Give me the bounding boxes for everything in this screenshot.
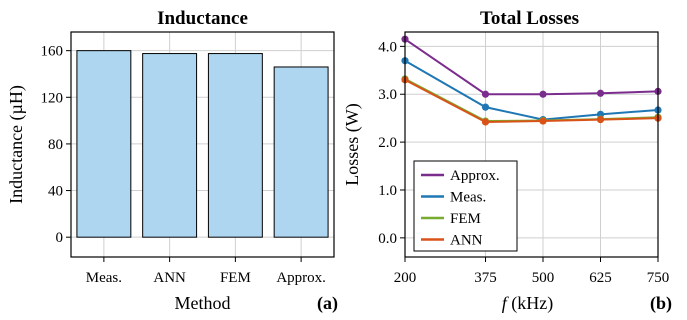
losses-series — [401, 35, 662, 126]
losses-y-tick-label: 2.0 — [378, 135, 397, 151]
inductance-y-tick-label: 120 — [41, 90, 64, 106]
inductance-bar — [142, 53, 198, 238]
losses-legend-label: ANN — [450, 233, 483, 249]
losses-y-tick-label: 0.0 — [378, 231, 397, 247]
panel-label-a: (a) — [317, 293, 338, 314]
inductance-x-tick-label: ANN — [153, 270, 186, 286]
losses-point-approx — [481, 90, 490, 98]
losses-point-ann — [596, 116, 605, 124]
inductance-y-tick-label: 160 — [41, 44, 64, 60]
losses-x-tick-label: 200 — [394, 270, 417, 286]
inductance-x-label: Method — [175, 293, 231, 313]
losses-line-approx — [404, 38, 659, 96]
losses-point-ann — [539, 117, 547, 125]
inductance-y-tick-label: 0 — [56, 230, 64, 246]
panel-label-b: (b) — [650, 293, 672, 314]
losses-point-ann — [481, 118, 490, 126]
inductance-y-tick-label: 40 — [48, 184, 63, 200]
losses-y-ticks: 0.0 1.0 2.0 3.0 4.0 — [378, 39, 405, 247]
losses-x-tick-label: 750 — [647, 270, 670, 286]
losses-x-tick-label: 500 — [532, 270, 555, 286]
losses-y-tick-label: 1.0 — [378, 183, 397, 199]
inductance-plot-frame — [70, 31, 335, 258]
losses-plot-frame — [404, 31, 659, 258]
losses-x-label-symbol: f — [502, 293, 510, 313]
losses-x-tick-label: 625 — [589, 270, 612, 286]
inductance-x-tick-label: Meas. — [86, 270, 122, 286]
losses-x-ticks: 200 375 500 625 750 — [394, 257, 670, 286]
inductance-bars — [76, 50, 329, 238]
losses-line-meas — [404, 59, 659, 121]
inductance-x-tick-label: FEM — [220, 270, 251, 286]
losses-legend: Approx. Meas. FEM ANN — [413, 160, 518, 252]
inductance-bar — [273, 66, 329, 238]
losses-chart: 0.0 1.0 2.0 3.0 4.0 200 375 500 625 750 Approx. M… — [342, 8, 672, 314]
inductance-bar — [207, 53, 263, 238]
inductance-bar — [76, 50, 132, 238]
losses-x-label: f (kHz) — [502, 293, 554, 314]
losses-legend-label: FEM — [450, 211, 481, 227]
losses-title: Total Losses — [480, 8, 579, 29]
inductance-x-tick-label: Approx. — [276, 270, 326, 286]
losses-point-approx — [596, 89, 605, 97]
losses-line-ann — [404, 78, 659, 124]
inductance-chart: 0 40 80 120 160 Meas. ANN FEM Approx. Inductanc… — [6, 8, 338, 314]
losses-y-tick-label: 4.0 — [378, 39, 397, 55]
inductance-title: Inductance — [157, 8, 248, 29]
losses-point-approx — [539, 90, 547, 98]
losses-y-label: Losses (W) — [342, 103, 363, 185]
inductance-y-tick-label: 80 — [48, 137, 63, 153]
inductance-y-label: Inductance (µH) — [6, 85, 27, 204]
losses-x-tick-label: 375 — [474, 270, 497, 286]
inductance-y-ticks: 0 40 80 120 160 — [41, 44, 71, 246]
losses-x-label-unit: (kHz) — [507, 293, 553, 314]
inductance-x-ticks: Meas. ANN FEM Approx. — [86, 257, 326, 286]
losses-point-meas — [481, 103, 490, 111]
losses-legend-label: Approx. — [450, 168, 500, 184]
losses-legend-label: Meas. — [450, 190, 486, 206]
losses-y-tick-label: 3.0 — [378, 87, 397, 103]
